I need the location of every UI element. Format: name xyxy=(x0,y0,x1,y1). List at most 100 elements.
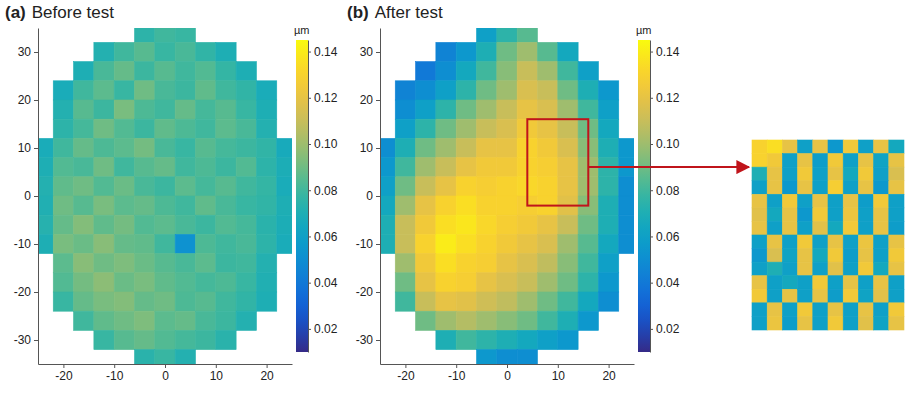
cell xyxy=(74,273,94,292)
cell xyxy=(537,330,557,349)
inset-cell xyxy=(858,316,873,330)
inset-cell xyxy=(874,276,889,290)
cell xyxy=(175,254,195,273)
y-tick-mark xyxy=(34,292,38,293)
cell xyxy=(114,215,134,234)
inset-cell xyxy=(843,249,858,263)
cell xyxy=(537,254,557,273)
cell xyxy=(74,254,94,273)
cell xyxy=(155,215,175,234)
colorbar-axis-line xyxy=(308,41,309,353)
colorbar-tick-label: 0.08 xyxy=(656,184,680,198)
cell xyxy=(155,311,175,330)
cell xyxy=(578,292,598,311)
colorbar-tick-label: 0.12 xyxy=(656,91,680,105)
cell xyxy=(477,138,497,157)
cell xyxy=(256,100,276,119)
x-tick: 0 xyxy=(504,364,511,383)
cell xyxy=(537,273,557,292)
cell xyxy=(195,42,215,61)
inset-cell xyxy=(767,140,782,154)
inset-cell xyxy=(767,235,782,249)
colorbar xyxy=(638,40,650,352)
cell xyxy=(256,177,276,196)
inset-cell xyxy=(889,140,904,154)
cell xyxy=(477,119,497,138)
cell xyxy=(497,62,517,81)
colorbar-tick-mark xyxy=(650,236,653,237)
cell xyxy=(135,330,155,349)
x-tick-mark xyxy=(165,364,166,368)
cell xyxy=(256,254,276,273)
cell xyxy=(416,292,436,311)
y-tick-mark xyxy=(34,52,38,53)
cell xyxy=(416,234,436,253)
colorbar-tick: 0.08 xyxy=(650,184,680,198)
cell xyxy=(155,158,175,177)
cell xyxy=(395,100,415,119)
cell xyxy=(74,100,94,119)
cell xyxy=(94,62,114,81)
cell xyxy=(216,254,236,273)
cell xyxy=(558,100,578,119)
cell xyxy=(135,100,155,119)
cell xyxy=(578,215,598,234)
inset-cell xyxy=(843,208,858,222)
y-tick-label: -20 xyxy=(356,285,374,299)
x-axis: -20-1001020 xyxy=(39,364,293,383)
cell xyxy=(175,311,195,330)
cell xyxy=(477,62,497,81)
cell xyxy=(236,100,256,119)
inset-cell xyxy=(828,289,843,303)
cell xyxy=(456,62,476,81)
cell xyxy=(135,28,155,42)
inset-cell xyxy=(813,316,828,330)
inset-cell xyxy=(767,208,782,222)
inset-cell xyxy=(782,289,797,303)
inset-cell xyxy=(874,208,889,222)
cell xyxy=(74,62,94,81)
cell xyxy=(477,100,497,119)
cell xyxy=(94,234,114,253)
cell xyxy=(598,215,618,234)
inset-cell xyxy=(813,249,828,263)
cell xyxy=(416,62,436,81)
y-tick-mark xyxy=(34,340,38,341)
inset-cell xyxy=(798,235,813,249)
cell xyxy=(578,81,598,100)
cell xyxy=(598,234,618,253)
cell xyxy=(416,311,436,330)
inset-cell xyxy=(798,289,813,303)
cell xyxy=(114,234,134,253)
cell xyxy=(135,196,155,215)
cell xyxy=(135,215,155,234)
x-tick-label: -20 xyxy=(397,369,415,383)
cell xyxy=(277,177,292,196)
inset-cell xyxy=(843,221,858,235)
inset-cell xyxy=(798,221,813,235)
colorbar-tick-mark xyxy=(308,98,311,99)
cell xyxy=(477,273,497,292)
cell xyxy=(236,119,256,138)
cell xyxy=(497,100,517,119)
cell xyxy=(517,330,537,349)
y-tick: 30 xyxy=(18,45,38,59)
cell xyxy=(216,177,236,196)
cell xyxy=(38,234,53,253)
inset-cell xyxy=(752,154,767,168)
cell xyxy=(578,273,598,292)
cell xyxy=(94,196,114,215)
y-tick-label: 20 xyxy=(360,93,374,107)
cell xyxy=(114,177,134,196)
inset-cell xyxy=(843,194,858,208)
inset-cell xyxy=(843,303,858,317)
inset-cell xyxy=(874,316,889,330)
y-tick-label: 0 xyxy=(24,189,31,203)
cell xyxy=(416,215,436,234)
cell xyxy=(558,234,578,253)
cell xyxy=(436,42,456,61)
inset-cell xyxy=(828,235,843,249)
colorbar-tick: 0.10 xyxy=(650,137,680,151)
cell xyxy=(53,254,73,273)
cell xyxy=(436,273,456,292)
